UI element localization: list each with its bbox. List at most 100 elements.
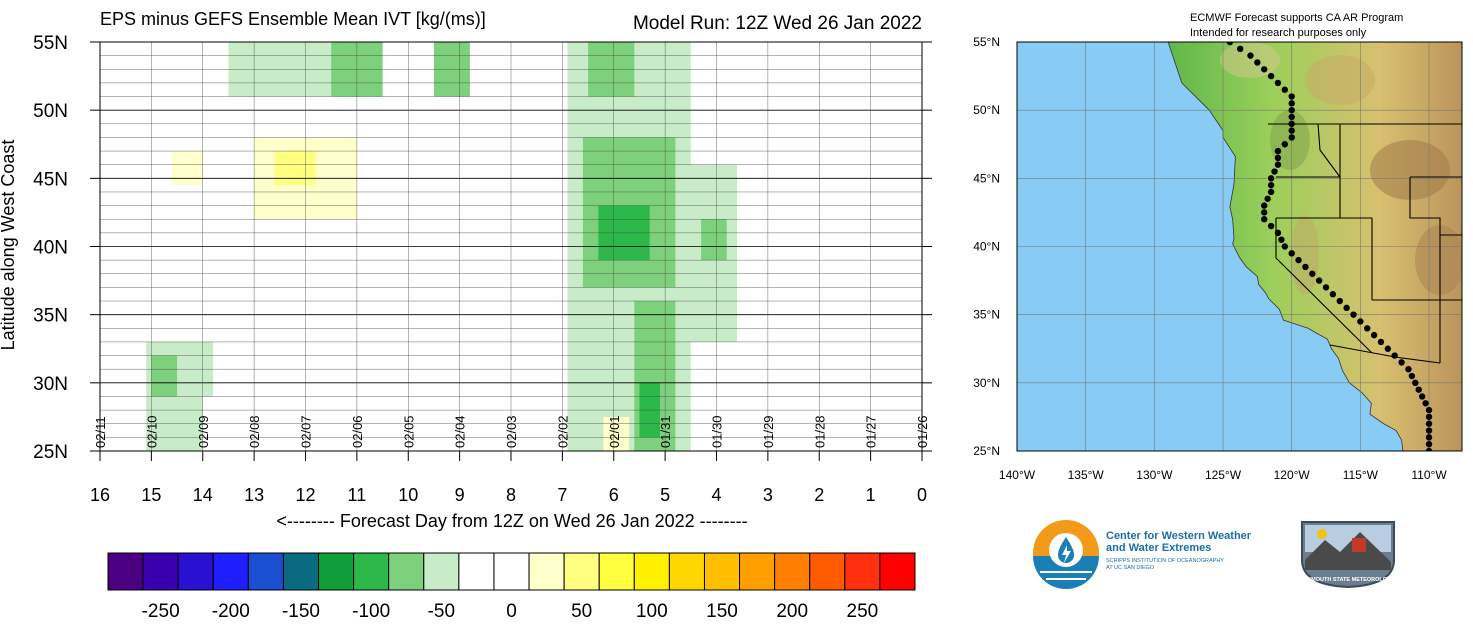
colorbar: -250 -200 -150 -100 -50 0 50 100 150 200 250 (107, 552, 916, 622)
day-tick-label: 9 (455, 485, 465, 505)
lat-tick-label: 50N (33, 101, 68, 122)
transect-dot (1281, 243, 1289, 250)
day-tick-label: 5 (660, 485, 670, 505)
colorbar-box (809, 552, 846, 591)
map-lat-label: 50°N (973, 103, 1000, 117)
plymouth-state-logo: PLYMOUTH STATE METEOROLOGY (1301, 521, 1395, 589)
transect-dot (1274, 147, 1282, 155)
transect-dot (1288, 106, 1295, 114)
colorbar-label: -100 (352, 601, 390, 622)
date-label: 01/30 (710, 415, 725, 448)
transect-dot (1364, 325, 1371, 332)
day-tick-label: 12 (295, 485, 315, 505)
transect-dot (1412, 379, 1419, 387)
transect-dot (1264, 195, 1271, 202)
transect-dot (1274, 229, 1282, 237)
heatmap-cell (171, 151, 203, 186)
colorbar-label: 200 (776, 601, 808, 622)
cw3e-logo-name: Center for Western Weather and Water Ext… (1106, 530, 1251, 554)
transect-dot (1261, 209, 1268, 216)
heatmap-cell (151, 355, 178, 397)
colorbar-box (388, 552, 425, 591)
transect-dot (1274, 79, 1282, 87)
date-label: 02/11 (93, 416, 108, 448)
day-tick-label: 14 (193, 485, 213, 505)
lat-tick-label: 35N (33, 306, 68, 327)
transect-dot (1267, 72, 1275, 80)
transect-dot (1336, 297, 1343, 305)
date-label: 02/01 (607, 415, 622, 448)
map-frame (1016, 41, 1463, 452)
transect-dot (1425, 440, 1433, 448)
transect-dot (1281, 86, 1289, 93)
transect-dot (1267, 175, 1275, 182)
date-label: 02/04 (453, 415, 468, 448)
psu-logo-sun-icon (1317, 529, 1327, 539)
day-tick-label: 15 (141, 485, 161, 505)
colorbar-box (774, 552, 811, 591)
transect-dot (1288, 100, 1295, 107)
colorbar-box (423, 552, 460, 591)
date-label: 02/02 (555, 415, 570, 448)
coast-points (1226, 42, 1433, 451)
transect-dot (1281, 141, 1289, 148)
colorbar-label: -250 (142, 601, 180, 622)
date-label: 02/09 (196, 415, 211, 448)
transect-dot (1415, 386, 1422, 393)
colorbar-box (598, 552, 635, 591)
transect-dot (1422, 400, 1429, 407)
day-tick-label: 1 (866, 485, 876, 505)
transect-dot (1247, 52, 1254, 59)
transect-dot (1288, 134, 1295, 141)
transect-dot (1425, 427, 1433, 434)
cw3e-name-line2: and Water Extremes (1106, 542, 1212, 554)
x-axis-label: <-------- Forecast Day from 12Z on Wed 2… (276, 511, 747, 531)
heatmap-cell (274, 151, 316, 186)
day-tick-label: 11 (348, 485, 367, 505)
transect-dot (1274, 161, 1282, 168)
map-lon-label: 130°W (1136, 468, 1173, 482)
map-lat-label: 25°N (973, 444, 1000, 458)
lat-tick-label: 25N (33, 442, 68, 463)
colorbar-box (844, 552, 881, 591)
cw3e-affiliation-line2: AT UC SAN DIEGO (1106, 565, 1155, 571)
transect-dot (1267, 188, 1275, 196)
colorbar-label: -200 (212, 601, 250, 622)
day-tick-labels: 16 15 14 13 12 11 10 9 8 7 6 5 4 3 2 1 0 (90, 485, 927, 505)
cw3e-name-line1: Center for Western Weather (1106, 530, 1252, 542)
map-lon-labels: 140°W 135°W 130°W 125°W 120°W 115°W 110°W (999, 468, 1447, 482)
map-lat-label: 55°N (973, 35, 1000, 49)
transect-dot (1267, 181, 1275, 189)
transect-dot (1357, 318, 1364, 325)
map-lon-label: 125°W (1205, 468, 1242, 482)
transect-dot (1322, 284, 1330, 291)
date-label: 02/10 (144, 415, 159, 448)
transect-dot (1267, 222, 1275, 230)
transect-dot (1302, 263, 1309, 271)
transect-dot (1309, 270, 1316, 277)
psu-logo-mountains (1305, 532, 1391, 570)
transect-dot (1288, 113, 1295, 121)
y-axis-label: Latitude along West Coast (0, 140, 18, 351)
hovmoller-chart: EPS minus GEFS Ensemble Mean IVT [kg/(ms… (0, 9, 932, 531)
colorbar-boxes (107, 552, 916, 591)
model-run-label: Model Run: 12Z Wed 26 Jan 2022 (633, 13, 922, 34)
transect-dot (1350, 311, 1357, 318)
map-lon-label: 135°W (1068, 468, 1105, 482)
date-label: 02/05 (401, 415, 416, 448)
date-label: 02/03 (504, 415, 519, 448)
cw3e-affiliation-line1: SCRIPPS INSTITUTION OF OCEANOGRAPHY (1106, 558, 1224, 564)
colorbar-label: 50 (571, 601, 592, 622)
lat-tick-label: 30N (33, 374, 68, 395)
day-tick-label: 6 (609, 485, 619, 505)
day-tick-label: 3 (763, 485, 773, 505)
day-tick-label: 16 (90, 485, 110, 505)
date-label: 01/29 (761, 415, 776, 448)
colorbar-labels: -250 -200 -150 -100 -50 0 50 100 150 200 250 (142, 601, 879, 622)
transect-dot (1261, 202, 1268, 209)
colorbar-box (528, 552, 565, 591)
latitude-tick-labels: 55N 50N 45N 40N 35N 30N 25N (33, 33, 68, 463)
transect-dot (1398, 359, 1405, 366)
transect-dot (1271, 168, 1278, 175)
